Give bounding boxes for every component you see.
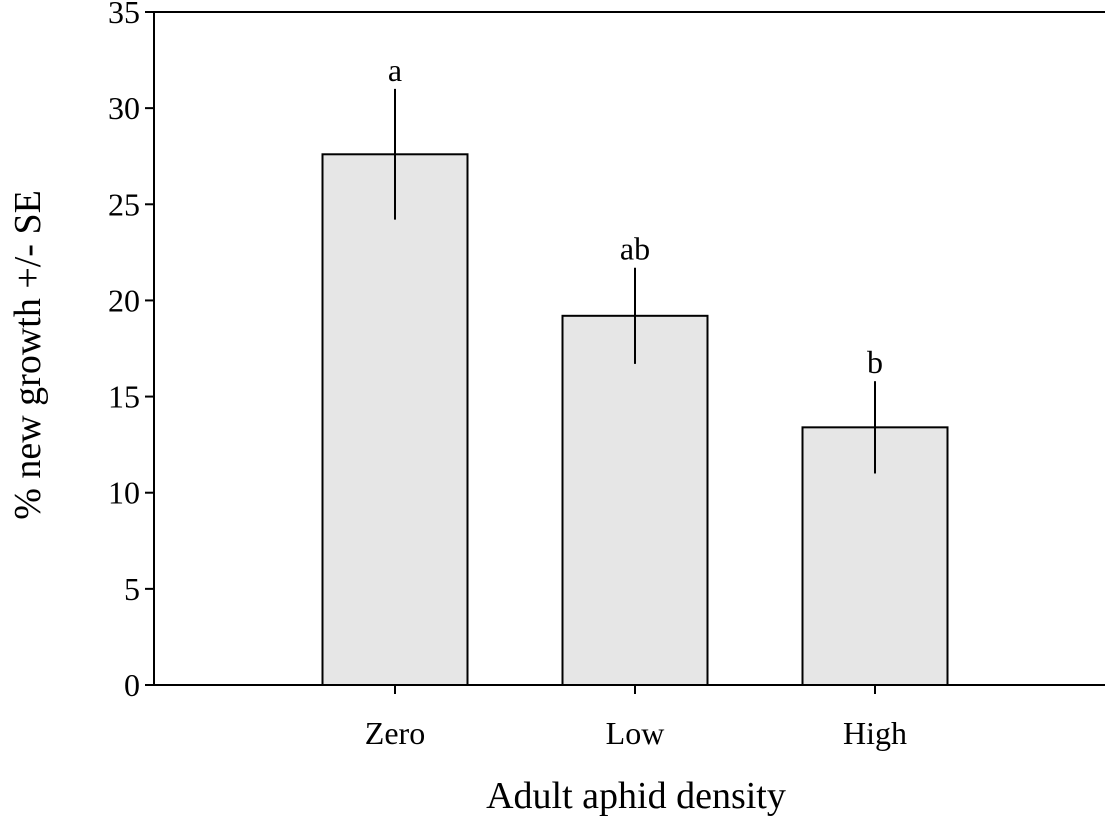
bar-zero <box>321 153 469 686</box>
y-tick-label-30: 30 <box>108 90 140 126</box>
y-tick-label-35: 35 <box>108 0 140 30</box>
y-tick-label-0: 0 <box>124 667 140 703</box>
significance-letters-layer: a ab b <box>388 52 883 380</box>
y-tick-label-20: 20 <box>108 282 140 318</box>
x-ticks-layer: Zero Low High <box>365 685 907 751</box>
bar-low <box>561 314 709 686</box>
y-tick-label-15: 15 <box>108 379 140 415</box>
x-axis-title: Adult aphid density <box>486 775 786 817</box>
significance-letter-high: b <box>867 344 883 380</box>
x-tick-label-low: Low <box>606 715 665 751</box>
y-tick-label-10: 10 <box>108 475 140 511</box>
error-bars-layer <box>394 88 876 474</box>
y-tick-label-5: 5 <box>124 571 140 607</box>
y-tick-label-25: 25 <box>108 186 140 222</box>
y-ticks-layer: 0 5 10 15 20 25 30 35 <box>108 0 154 703</box>
y-axis-title: % new growth +/- SE <box>7 190 49 520</box>
x-tick-label-zero: Zero <box>365 715 425 751</box>
significance-letter-low: ab <box>620 231 650 267</box>
x-tick-label-high: High <box>843 715 907 751</box>
significance-letter-zero: a <box>388 52 402 88</box>
axes-layer <box>153 11 1105 686</box>
